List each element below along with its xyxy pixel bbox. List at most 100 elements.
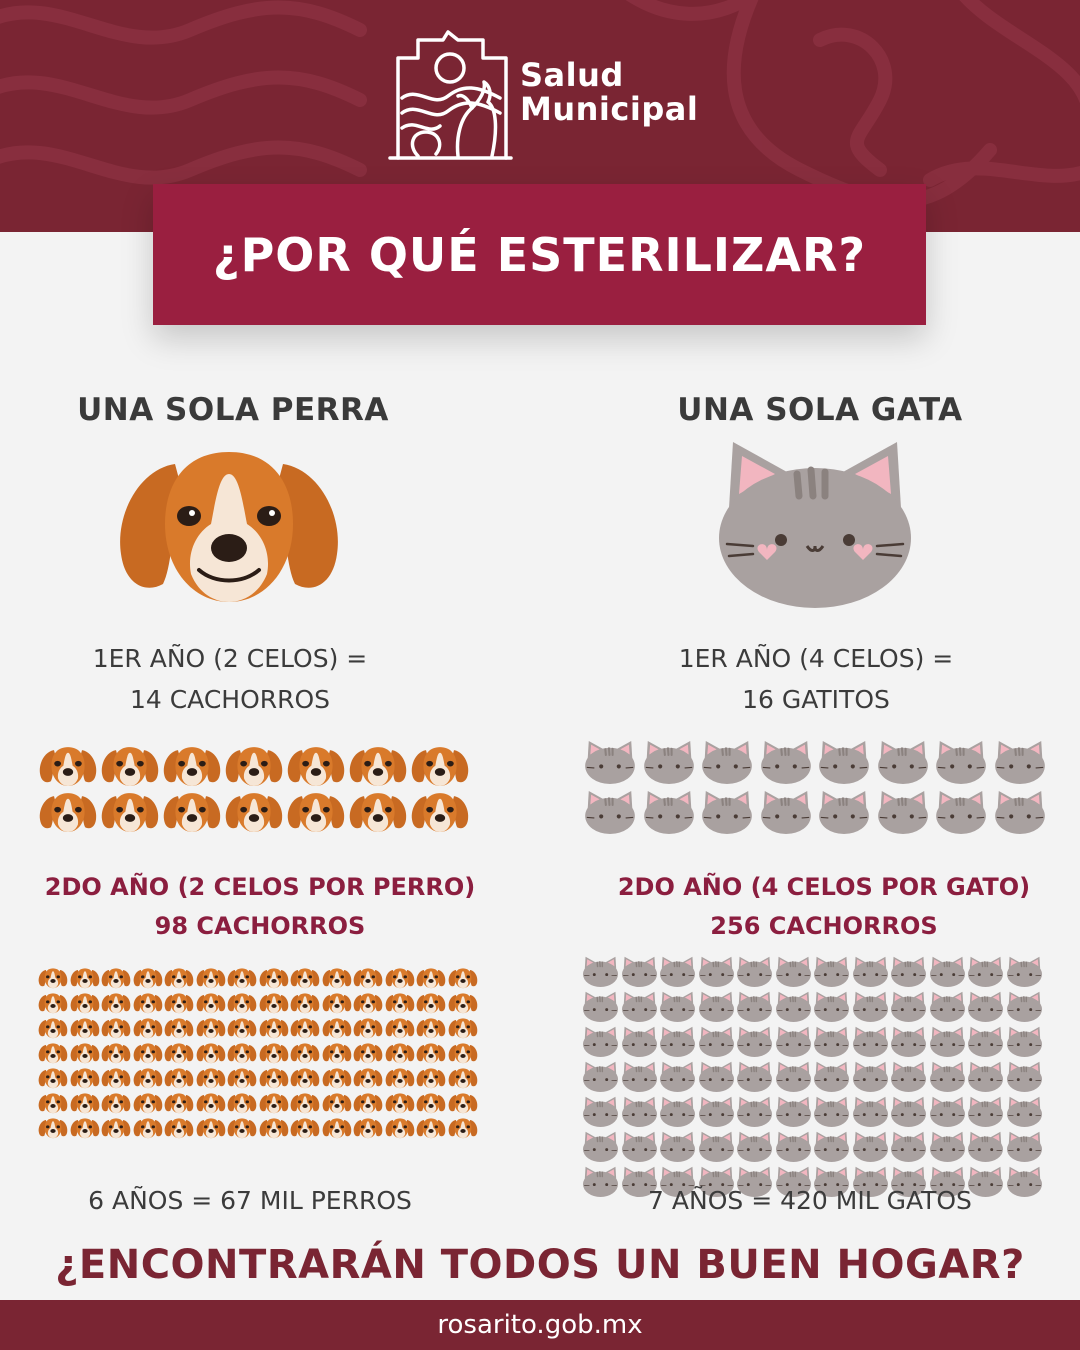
small-cat-icon [929,1096,965,1127]
small-cat-icon [775,1026,811,1057]
small-cat-icon [698,956,734,987]
small-dog-icon [38,1018,68,1039]
small-dog-icon [101,1118,131,1139]
small-dog-icon [164,1118,194,1139]
small-dog-icon [101,793,159,832]
small-dog-icon [164,993,194,1014]
small-cat-icon [1006,1061,1042,1092]
cat-year1-line1: 1ER AÑO (4 CELOS) = [678,644,954,673]
small-dog-icon [448,1093,477,1114]
small-dog-icon [227,1068,257,1089]
small-cat-icon [929,1061,965,1092]
small-dog-icon [322,1068,351,1089]
small-dog-icon [448,1068,477,1089]
salud-municipal-logo: Salud Municipal [388,28,718,163]
small-cat-icon [659,1166,696,1197]
small-cat-icon [736,1096,773,1127]
small-dog-icon [349,747,407,786]
small-cat-icon [659,956,696,987]
small-dog-icon [353,1018,383,1039]
small-cat-icon [852,1026,888,1057]
small-cat-icon [582,1026,619,1057]
small-dog-icon [349,793,407,832]
page-title: ¿POR QUÉ ESTERILIZAR? [212,227,867,282]
small-cat-icon [852,1166,888,1197]
small-dog-icon [385,1093,414,1114]
small-cat-icon [890,1061,927,1092]
small-dog-icon [416,1093,446,1114]
website-link[interactable]: rosarito.gob.mx [437,1310,643,1340]
small-dog-icon [196,968,225,989]
small-dog-icon [101,968,131,989]
small-cat-icon [819,791,869,834]
small-dog-icon [196,1068,225,1089]
small-dog-icon [196,1043,225,1064]
small-cat-icon [698,1096,734,1127]
small-dog-icon [227,968,257,989]
small-dog-icon [287,747,345,786]
small-cat-icon [967,1166,1004,1197]
small-cat-icon [813,991,850,1022]
small-cat-icon [852,956,888,987]
dog-year1-line2: 14 CACHORROS [129,685,331,714]
small-cat-icon [775,1061,811,1092]
small-cat-icon [813,956,850,987]
cat-year1-line2: 16 GATITOS [742,685,890,714]
small-cat-icon [775,991,811,1022]
dog-heading: UNA SOLA PERRA [77,392,389,428]
small-cat-icon [1006,1096,1042,1127]
small-cat-icon [659,1026,696,1057]
cat-year2-text: 2DO AÑO (4 CELOS POR GATO) 256 CACHORROS [564,868,1080,946]
small-dog-icon [101,747,159,786]
small-cat-icon [582,991,619,1022]
small-cat-icon [852,1096,888,1127]
small-cat-icon [967,1131,1004,1162]
cat-heading: UNA SOLA GATA [677,392,963,428]
small-cat-icon [994,791,1045,834]
small-cat-icon [1006,1026,1042,1057]
small-cat-icon [659,991,696,1022]
small-dog-icon [101,993,131,1014]
small-dog-icon [259,993,288,1014]
small-cat-icon [813,1061,850,1092]
small-cat-icon [994,741,1045,784]
small-cat-icon [936,791,986,834]
small-cat-icon [967,991,1004,1022]
dog-year2-icon-grid [38,966,479,1140]
small-cat-icon [736,991,773,1022]
small-cat-icon [967,1096,1004,1127]
small-dog-icon [133,1043,162,1064]
small-dog-icon [38,1118,68,1139]
small-dog-icon [38,1043,68,1064]
small-cat-icon [929,956,965,987]
small-cat-icon [929,1026,965,1057]
small-cat-icon [1006,1131,1042,1162]
small-dog-icon [385,1018,414,1039]
small-cat-icon [736,1166,773,1197]
small-dog-icon [259,1043,288,1064]
small-dog-icon [411,747,469,786]
small-dog-icon [70,1043,99,1064]
small-cat-icon [621,1166,657,1197]
small-cat-icon [621,956,657,987]
small-cat-icon [702,791,752,834]
small-cat-icon [621,1096,657,1127]
small-dog-icon [322,1043,351,1064]
small-cat-icon [890,1026,927,1057]
small-dog-icon [133,993,162,1014]
dog-result: 6 AÑOS = 67 MIL PERROS [88,1186,412,1215]
small-dog-icon [163,793,221,832]
small-dog-icon [164,1093,194,1114]
small-cat-icon [877,791,928,834]
small-cat-icon [736,1026,773,1057]
small-dog-icon [196,1093,225,1114]
logo-text-line1: Salud [520,56,624,94]
small-dog-icon [101,1093,131,1114]
small-dog-icon [133,1093,162,1114]
small-dog-icon [416,1068,446,1089]
small-dog-icon [353,1068,383,1089]
small-dog-icon [227,1043,257,1064]
small-cat-icon [1006,991,1042,1022]
small-dog-icon [196,1118,225,1139]
small-dog-icon [227,1018,257,1039]
